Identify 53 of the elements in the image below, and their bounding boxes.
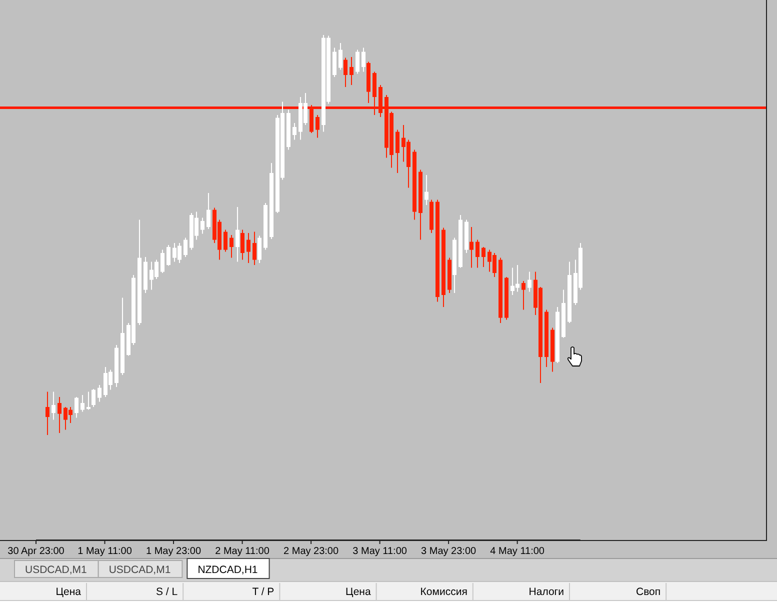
candlestick xyxy=(482,246,486,268)
candlestick xyxy=(74,396,78,418)
candlestick xyxy=(92,388,96,408)
candlestick xyxy=(396,129,400,174)
candlestick xyxy=(58,396,62,434)
text: USDCAD,M1 xyxy=(25,564,87,576)
text: Комиссия xyxy=(420,586,468,598)
text: USDCAD,M1 xyxy=(108,564,171,576)
text: Цена xyxy=(346,586,371,598)
text: S / L xyxy=(156,586,178,598)
text: Своп xyxy=(636,586,661,598)
candlestick xyxy=(98,384,102,402)
candlestick xyxy=(522,280,526,310)
x-tick-label: 4 May 11:00 xyxy=(490,546,545,558)
x-tick-label: 3 May 11:00 xyxy=(352,546,408,558)
candlestick xyxy=(166,244,170,266)
candlestick xyxy=(470,226,474,268)
candlestick xyxy=(344,57,348,88)
candlestick xyxy=(356,49,360,74)
x-tick-label: 1 May 11:00 xyxy=(78,546,132,558)
candlestick xyxy=(350,56,354,86)
candlestick xyxy=(240,229,244,260)
candlestick xyxy=(236,206,240,262)
candlestick xyxy=(160,249,164,274)
text: Цена xyxy=(56,586,82,598)
x-tick-label: 3 May 23:00 xyxy=(421,546,477,558)
candlestick xyxy=(206,192,210,230)
candlestick xyxy=(476,239,480,268)
candlestick xyxy=(86,391,90,410)
candlestick xyxy=(246,232,250,264)
text: NZDCAD,H1 xyxy=(198,564,258,576)
x-tick-label: 1 May 23:00 xyxy=(146,546,202,558)
candlestick xyxy=(362,47,366,72)
candlestick xyxy=(224,229,228,252)
candlestick xyxy=(46,391,50,436)
candlestick xyxy=(316,114,320,138)
candlestick xyxy=(52,391,56,420)
text: T / P xyxy=(252,586,274,598)
candlestick xyxy=(184,237,188,258)
candlestick xyxy=(200,217,204,234)
candlestick xyxy=(424,174,428,206)
candlestick xyxy=(528,271,532,292)
x-tick-label: 30 Apr 23:00 xyxy=(8,546,65,558)
candlestick xyxy=(80,394,84,412)
candlestick xyxy=(258,235,262,264)
x-tick-label: 2 May 11:00 xyxy=(215,546,270,558)
candlestick xyxy=(338,42,342,70)
candlestick xyxy=(230,234,234,258)
candlestick xyxy=(292,122,296,140)
candlestick xyxy=(332,47,336,78)
x-tick-label: 2 May 23:00 xyxy=(284,546,339,558)
text: Налоги xyxy=(528,586,564,598)
candlestick xyxy=(252,231,256,266)
